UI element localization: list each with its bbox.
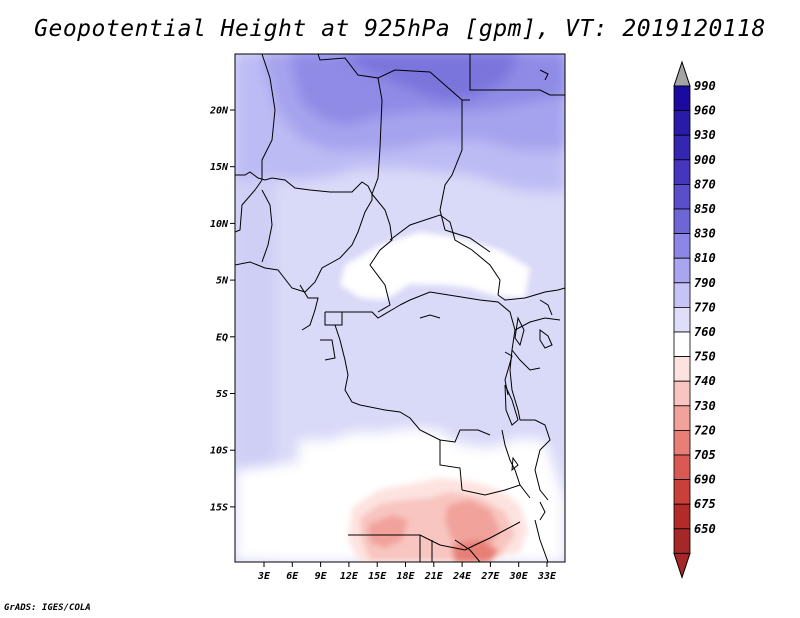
colorbar-segment xyxy=(673,528,691,554)
lon-label: 27E xyxy=(480,571,500,582)
colorbar-segment xyxy=(673,110,691,136)
colorbar-label: 770 xyxy=(694,300,716,314)
lon-label: 12E xyxy=(340,571,359,582)
colorbar-label: 900 xyxy=(694,153,716,167)
lat-label: 5S xyxy=(216,389,228,400)
colorbar-label: 990 xyxy=(694,79,716,93)
colorbar-label: 650 xyxy=(694,522,716,536)
colorbar-label: 870 xyxy=(694,177,716,191)
colorbar-label: 705 xyxy=(694,448,716,462)
lat-label: 10S xyxy=(210,446,228,457)
lon-label: 9E xyxy=(315,571,328,582)
height-field-760-north xyxy=(340,232,530,300)
colorbar-label: 850 xyxy=(694,202,716,216)
height-field-730-east xyxy=(445,500,500,552)
colorbar-segment xyxy=(673,405,691,431)
colorbar-label: 690 xyxy=(694,473,716,487)
chart-title: Geopotential Height at 925hPa [gpm], VT:… xyxy=(34,16,766,42)
colorbar-segment xyxy=(673,454,691,481)
colorbar-segment xyxy=(673,159,691,185)
lat-label: 15N xyxy=(210,162,229,173)
colorbar-label: 830 xyxy=(694,227,716,241)
colorbar-label: 675 xyxy=(694,497,716,511)
colorbar-label: 720 xyxy=(694,423,716,437)
colorbar-segment xyxy=(673,233,691,259)
lat-label: EQ xyxy=(216,332,228,343)
colorbar-label: 760 xyxy=(694,325,716,339)
colorbar-segment xyxy=(673,134,691,161)
colorbar-label: 740 xyxy=(694,374,716,388)
colorbar-label: 960 xyxy=(694,104,716,118)
lon-label: 15E xyxy=(368,571,387,582)
lat-label: 10N xyxy=(210,219,229,230)
lon-label: 30E xyxy=(509,571,529,582)
colorbar-segment xyxy=(673,356,691,382)
colorbar-segment xyxy=(673,306,691,333)
colorbar-segment xyxy=(673,208,691,235)
lat-label: 15S xyxy=(210,502,228,513)
lon-label: 18E xyxy=(396,571,415,582)
lakes xyxy=(419,69,553,521)
colorbar-label: 930 xyxy=(694,128,716,142)
map-panel xyxy=(235,54,565,562)
colorbar-segment xyxy=(673,380,691,407)
colorbar: 990 960 930 900 870 850 830 810 790 770 760 750 740 7… xyxy=(673,60,716,579)
lon-label: 21E xyxy=(424,571,444,582)
colorbar-segment xyxy=(673,479,691,505)
colorbar-label: 750 xyxy=(694,350,716,364)
colorbar-under-triangle xyxy=(673,552,691,579)
colorbar-segment xyxy=(673,183,691,210)
lon-label: 3E xyxy=(257,571,271,582)
colorbar-segment xyxy=(673,257,691,284)
grads-credit: GrADS: IGES/COLA xyxy=(4,603,91,613)
colorbar-label: 810 xyxy=(694,251,716,265)
colorbar-over-triangle xyxy=(673,60,691,87)
map-frame xyxy=(234,53,566,563)
colorbar-segment xyxy=(673,331,691,358)
colorbar-label: 730 xyxy=(694,399,716,413)
colorbar-segment xyxy=(673,503,691,530)
latitude-axis: 20N 15N 10N 5N EQ 5S 10S 15S xyxy=(209,106,235,513)
lat-label: 5N xyxy=(216,276,229,287)
lon-label: 33E xyxy=(537,571,557,582)
height-field-730-west xyxy=(368,515,408,548)
colorbar-segment xyxy=(673,85,691,112)
lon-label: 6E xyxy=(286,571,299,582)
colorbar-segment xyxy=(673,282,691,308)
lon-label: 24E xyxy=(452,571,472,582)
longitude-axis: 3E 6E 9E 12E 15E 18E 21E 24E 27E 30E 33E xyxy=(257,562,557,582)
height-field-870 xyxy=(340,54,520,100)
lat-label: 20N xyxy=(209,106,229,117)
country-borders xyxy=(235,54,565,562)
colorbar-label: 790 xyxy=(694,276,716,290)
colorbar-segment xyxy=(673,429,691,456)
